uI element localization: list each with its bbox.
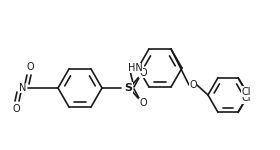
Text: O: O xyxy=(139,68,147,78)
Text: Cl: Cl xyxy=(241,87,251,97)
Text: O: O xyxy=(26,62,34,72)
Text: S: S xyxy=(124,83,132,93)
Text: Cl: Cl xyxy=(241,93,251,103)
Text: O: O xyxy=(139,98,147,108)
Text: O: O xyxy=(12,104,20,114)
Text: N: N xyxy=(19,83,27,93)
Text: O: O xyxy=(189,80,197,90)
Text: HN: HN xyxy=(128,63,142,73)
